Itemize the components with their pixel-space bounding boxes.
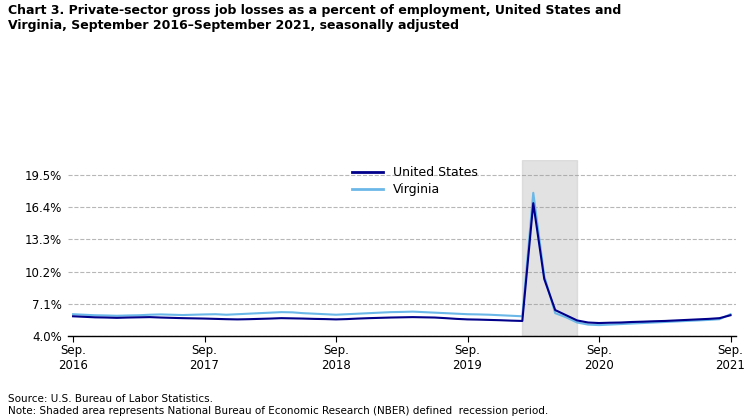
United States xyxy=(299,316,308,321)
United States xyxy=(660,318,669,323)
Virginia xyxy=(463,312,472,317)
Text: Source: U.S. Bureau of Labor Statistics.
Note: Shaded area represents National B: Source: U.S. Bureau of Labor Statistics.… xyxy=(8,394,547,416)
Virginia xyxy=(726,312,735,317)
United States xyxy=(419,315,428,320)
United States xyxy=(200,316,209,321)
Legend: United States, Virginia: United States, Virginia xyxy=(347,161,483,201)
United States xyxy=(222,317,231,322)
Virginia xyxy=(595,323,604,328)
Virginia xyxy=(68,312,77,317)
United States xyxy=(463,317,472,322)
Line: United States: United States xyxy=(73,203,731,323)
United States xyxy=(68,314,77,319)
Virginia xyxy=(200,312,209,317)
Virginia xyxy=(419,310,428,315)
Virginia xyxy=(529,190,538,195)
United States xyxy=(726,313,735,318)
Virginia xyxy=(660,320,669,325)
Bar xyxy=(522,160,577,336)
United States xyxy=(529,201,538,206)
Text: Chart 3. Private-sector gross job losses as a percent of employment, United Stat: Chart 3. Private-sector gross job losses… xyxy=(8,4,621,32)
Line: Virginia: Virginia xyxy=(73,193,731,325)
Virginia xyxy=(299,311,308,316)
United States xyxy=(595,320,604,326)
Virginia xyxy=(222,312,231,317)
